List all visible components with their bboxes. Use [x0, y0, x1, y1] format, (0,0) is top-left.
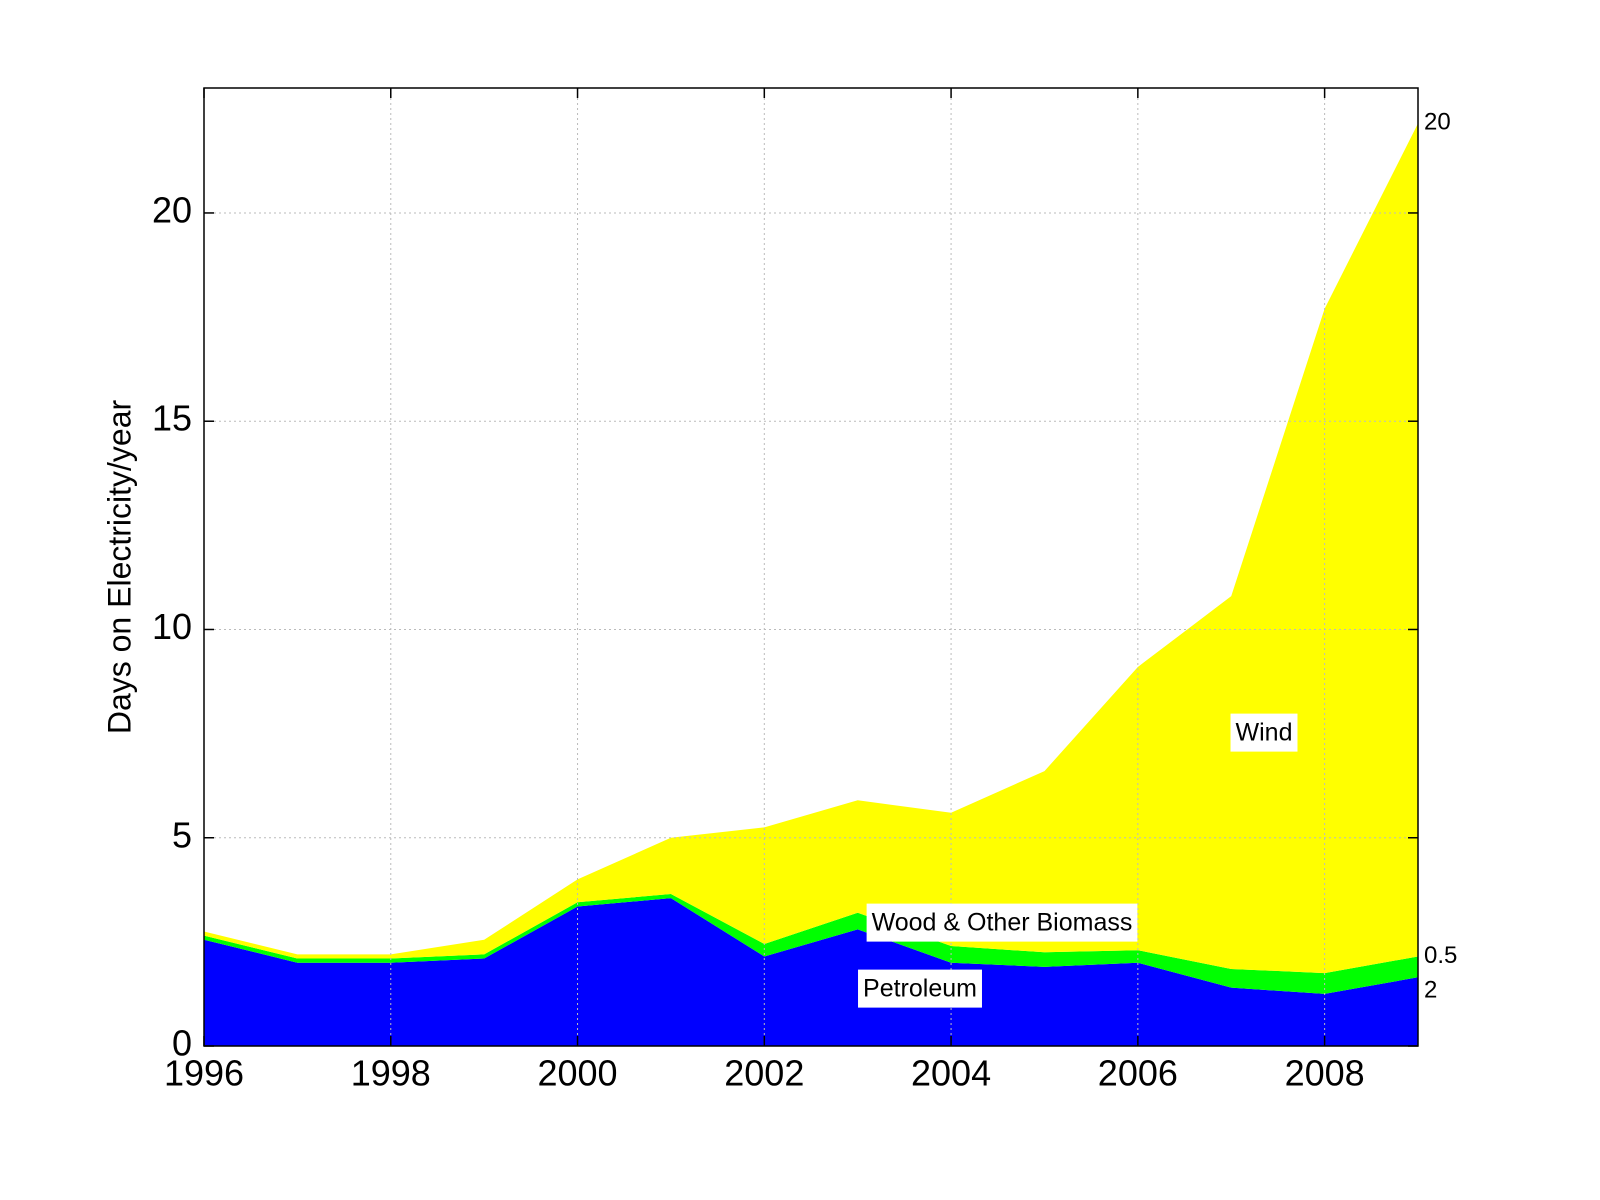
- end-label: 2: [1424, 977, 1437, 1004]
- area: [204, 893, 1418, 994]
- label-box: [866, 903, 1138, 942]
- end-label: 0.5: [1424, 942, 1457, 969]
- x-tick-label: 2006: [1098, 1053, 1178, 1094]
- series-label: Wind: [1230, 713, 1298, 752]
- label-box: [1230, 713, 1298, 752]
- y-axis-label: Days on Electricity/year: [101, 399, 137, 734]
- labels: 2 0.5 20: [1424, 109, 1457, 1004]
- area: [204, 898, 1418, 1046]
- series-label: Petroleum: [858, 969, 982, 1008]
- y-tick-label: 10: [152, 606, 192, 647]
- x-tick-label: 1996: [164, 1053, 244, 1094]
- end-label: 20: [1424, 109, 1451, 136]
- x-tick-label: 2004: [911, 1053, 991, 1094]
- label-box: [858, 969, 982, 1008]
- plot-frame: [203, 87, 1419, 1047]
- x-tick-label: 2002: [724, 1053, 804, 1094]
- y-tick-label: 15: [152, 398, 192, 439]
- x-tick-label: 2008: [1285, 1053, 1365, 1094]
- areas: [204, 123, 1418, 1046]
- series-label: Wood & Other Biomass: [866, 903, 1138, 942]
- series-label-text: Wood & Other Biomass: [872, 909, 1133, 937]
- area: [204, 123, 1418, 974]
- series-label-text: Wind: [1236, 719, 1293, 747]
- y-tick-label: 0: [172, 1023, 192, 1064]
- x-tick-label: 2000: [537, 1053, 617, 1094]
- series-label-text: Petroleum: [863, 975, 977, 1003]
- y-tick-label: 5: [172, 814, 192, 855]
- x-tick-label: 1998: [351, 1053, 431, 1094]
- y-tick-label: 20: [152, 189, 192, 230]
